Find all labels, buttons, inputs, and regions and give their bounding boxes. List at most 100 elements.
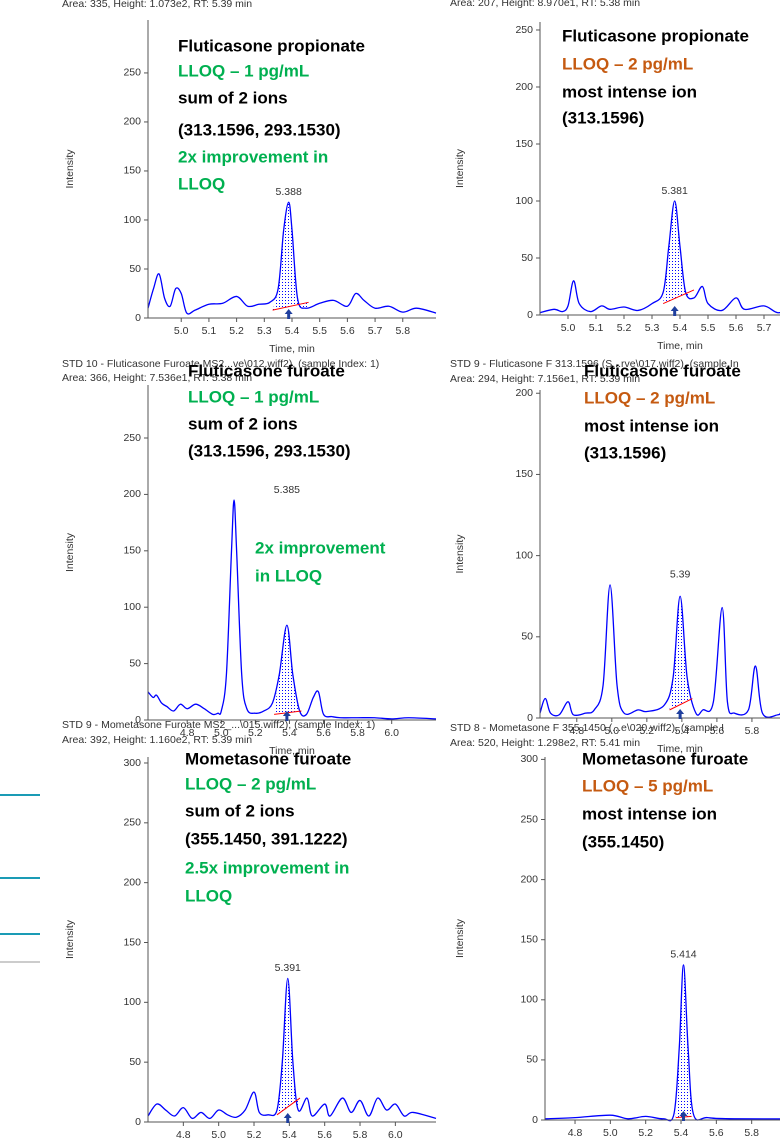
chart-header: Area: 392, Height: 1.160e2, RT: 5.39 min: [62, 734, 252, 746]
y-tick-label: 100: [123, 601, 141, 613]
annotation: (313.1596, 293.1530): [178, 120, 341, 139]
x-tick-label: 5.2: [638, 1127, 653, 1138]
rt-marker: [282, 711, 291, 721]
x-tick-label: 5.0: [214, 727, 229, 739]
y-tick-label: 0: [527, 309, 533, 321]
y-tick-label: 250: [123, 817, 141, 829]
peak-label: 5.388: [276, 186, 302, 198]
annotation: sum of 2 ions: [185, 801, 295, 820]
peak-label: 5.381: [662, 185, 688, 197]
peak-label: 5.385: [274, 484, 300, 496]
y-tick-label: 100: [515, 195, 533, 207]
x-tick-label: 5.5: [312, 325, 327, 337]
trace: [539, 584, 780, 718]
x-axis-label: Time, min: [657, 743, 703, 755]
x-tick-label: 5.1: [589, 322, 604, 334]
side-fragment: [0, 794, 40, 963]
x-tick-label: 5.8: [350, 727, 365, 739]
y-tick-label: 0: [532, 1114, 538, 1126]
x-tick-label: 5.0: [174, 325, 189, 337]
y-tick-label: 100: [515, 549, 533, 561]
x-tick-label: 5.4: [285, 325, 300, 337]
y-tick-label: 0: [527, 712, 533, 724]
annotation: (313.1596, 293.1530): [188, 441, 351, 460]
x-tick-label: 5.2: [248, 727, 263, 739]
chart-header: Area: 294, Height: 7.156e1, RT: 5.39 min: [450, 373, 640, 385]
x-tick-label: 5.6: [709, 1127, 724, 1138]
x-tick-label: 5.6: [729, 322, 744, 334]
y-tick-label: 150: [123, 936, 141, 948]
x-tick-label: 4.8: [180, 727, 195, 739]
x-tick-label: 5.8: [395, 325, 410, 337]
y-tick-label: 150: [123, 545, 141, 557]
y-tick-label: 300: [520, 753, 538, 765]
annotation: (355.1450): [582, 832, 664, 851]
rt-marker: [284, 309, 293, 319]
y-tick-label: 50: [129, 657, 141, 669]
y-tick-label: 250: [520, 813, 538, 825]
x-tick-label: 5.5: [701, 322, 716, 334]
y-tick-label: 50: [521, 252, 533, 264]
x-tick-label: 5.8: [744, 1127, 759, 1138]
peak-label: 5.414: [670, 949, 696, 961]
x-tick-label: 5.8: [353, 1129, 368, 1138]
trace: [544, 964, 780, 1122]
x-tick-label: 6.0: [388, 1129, 403, 1138]
annotation: Fluticasone furoate: [584, 361, 741, 380]
x-tick-label: 4.8: [569, 725, 584, 737]
annotation: (355.1450, 391.1222): [185, 829, 348, 848]
y-tick-label: 50: [526, 1054, 538, 1066]
annotation: most intense ion: [562, 82, 697, 101]
integrated-area: [274, 625, 302, 715]
annotation: LLOQ – 2 pg/mL: [584, 388, 715, 407]
annotation: LLOQ – 1 pg/mL: [178, 61, 309, 80]
x-axis-label: Time, min: [269, 745, 315, 757]
annotation: sum of 2 ions: [178, 88, 288, 107]
integrated-area: [675, 964, 692, 1118]
baseline: [272, 301, 309, 311]
annotation: LLOQ – 5 pg/mL: [582, 776, 713, 795]
x-tick-label: 5.2: [247, 1129, 262, 1138]
y-tick-label: 200: [123, 876, 141, 888]
annotation: most intense ion: [584, 416, 719, 435]
integrated-area: [669, 596, 693, 710]
annotation: LLOQ – 2 pg/mL: [562, 54, 693, 73]
y-axis-label: Intensity: [454, 534, 466, 574]
chart-header: Area: 207, Height: 8.970e1, RT: 5.38 min: [450, 0, 640, 9]
trace: [147, 499, 437, 720]
x-tick-label: 5.6: [317, 1129, 332, 1138]
x-tick-label: 5.0: [211, 1129, 226, 1138]
x-axis-label: Time, min: [269, 343, 315, 355]
integrated-area: [272, 202, 309, 311]
x-axis-label: Time, min: [657, 340, 703, 352]
chromatogram: Area: 335, Height: 1.073e2, RT: 5.39 min…: [62, 0, 437, 355]
y-tick-label: 100: [520, 994, 538, 1006]
peak-label: 5.391: [275, 962, 301, 974]
x-tick-label: 4.8: [568, 1127, 583, 1138]
y-tick-label: 0: [135, 312, 141, 324]
y-tick-label: 50: [521, 631, 533, 643]
y-tick-label: 250: [123, 67, 141, 79]
x-tick-label: 5.0: [603, 1127, 618, 1138]
chromatogram: STD 10 - Fluticasone Furoate MS2...ve\01…: [62, 358, 437, 757]
baseline: [276, 1097, 301, 1116]
chart-header: STD 8 - Mometasone F 355.1450 (...e\020.…: [450, 722, 724, 734]
x-tick-label: 5.2: [617, 322, 632, 334]
chart-header: Area: 520, Height: 1.298e2, RT: 5.41 min: [450, 737, 640, 749]
y-tick-label: 0: [135, 1116, 141, 1128]
x-tick-label: 5.3: [257, 325, 272, 337]
x-tick-label: 5.6: [710, 725, 725, 737]
y-tick-label: 200: [515, 81, 533, 93]
y-tick-label: 0: [135, 714, 141, 726]
x-tick-label: 5.4: [675, 725, 690, 737]
x-tick-label: 5.7: [368, 325, 383, 337]
x-tick-label: 5.7: [757, 322, 772, 334]
x-tick-label: 5.4: [674, 1127, 689, 1138]
x-tick-label: 5.8: [745, 725, 760, 737]
y-tick-label: 100: [123, 214, 141, 226]
annotation: (313.1596): [562, 108, 644, 127]
annotation: Fluticasone propionate: [178, 36, 365, 55]
trace: [147, 201, 437, 315]
x-tick-label: 5.3: [645, 322, 660, 334]
